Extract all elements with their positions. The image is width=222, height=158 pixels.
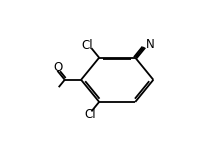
- Text: N: N: [146, 38, 154, 51]
- Text: Cl: Cl: [82, 39, 93, 52]
- Text: O: O: [54, 61, 63, 74]
- Text: Cl: Cl: [85, 108, 96, 121]
